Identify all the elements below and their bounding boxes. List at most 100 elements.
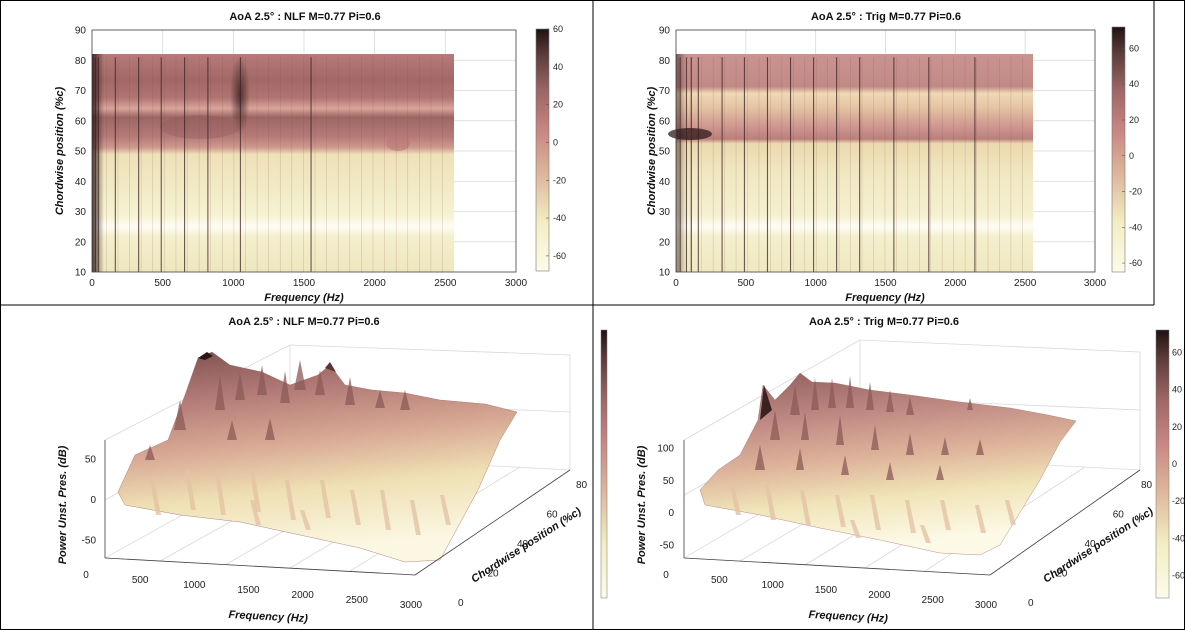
nlf-2d-x-label: Frequency (Hz) — [264, 292, 344, 304]
colorbar-tick-label: 0 — [1129, 151, 1134, 161]
y-tick-label: 30 — [75, 207, 87, 218]
surface-fold — [185, 470, 196, 510]
colorbar-tick-label: 0 — [553, 137, 558, 147]
trig-3d-z-ticks: -50 0 50 100 — [657, 444, 674, 552]
y-tick-label: 20 — [1056, 569, 1068, 580]
x-tick-label: 0 — [673, 278, 679, 289]
trig-2d-panel: AoA 2.5° : Trig M=0.77 Pi=0.6 0 500 1000 15… — [646, 11, 1142, 304]
y-tick-label: 80 — [659, 56, 671, 67]
y-tick-label: 60 — [659, 116, 671, 127]
surface-fold — [410, 500, 421, 535]
surface-fold — [300, 510, 311, 530]
trig-3d-ridges — [730, 376, 1016, 543]
y-tick-label: 50 — [659, 147, 671, 158]
x-tick-label: 2500 — [346, 595, 369, 606]
colorbar-tick-label: -40 — [1129, 222, 1142, 232]
y-tick-label: 30 — [659, 207, 671, 218]
colorbar-tick-label: 60 — [1129, 43, 1139, 53]
surface-peak — [841, 455, 849, 475]
surface-peak — [174, 400, 186, 430]
x-tick-label: 0 — [89, 278, 95, 289]
surface-peak — [967, 398, 973, 410]
z-tick-label: 0 — [668, 508, 674, 519]
trig-2d-colorbar — [1111, 26, 1126, 273]
nlf-2d-colorbar — [535, 28, 550, 272]
x-tick-label: 0 — [663, 570, 669, 581]
y-tick-label: 60 — [75, 116, 87, 127]
colorbar-tick-label: 40 — [553, 62, 563, 72]
surface-peak — [755, 445, 765, 470]
nlf-3d-y-ticks: 0 20 40 60 80 — [458, 480, 588, 609]
colorbar-tick-label: 60 — [553, 24, 563, 34]
x-tick-label: 1000 — [183, 580, 206, 591]
nlf-3d-panel: AoA 2.5° : NLF M=0.77 Pi=0.6 0 500 1000 150… — [57, 316, 608, 625]
y-tick-label: 40 — [517, 539, 529, 550]
surface-peak — [345, 377, 355, 405]
colorbar-tick-label: -60 — [1172, 571, 1185, 581]
y-tick-label: 10 — [659, 268, 671, 279]
x-tick-label: 2000 — [364, 278, 387, 289]
nlf-2d-x-ticks: 0 500 1000 1500 2000 2500 3000 — [89, 278, 527, 289]
surface-fold — [905, 500, 916, 533]
y-tick-label: 20 — [659, 237, 671, 248]
surface-fold — [870, 495, 881, 530]
nlf-3d-z-label: Power Unst. Pres. (dB) — [57, 445, 69, 564]
nlf-2d-panel: AoA 2.5° : NLF M=0.77 Pi=0.6 0 500 1000 150… — [54, 11, 566, 304]
surface-peak — [400, 390, 410, 410]
x-tick-label: 500 — [711, 575, 728, 586]
x-tick-label: 2500 — [1014, 278, 1037, 289]
x-tick-label: 0 — [83, 570, 89, 581]
surface-peak — [828, 378, 836, 408]
y-tick-label: 50 — [75, 147, 87, 158]
y-tick-label: 60 — [547, 510, 559, 521]
trig-3d-y-label: Chordwise position (%c) — [1041, 505, 1155, 585]
z-tick-label: -50 — [660, 541, 675, 552]
surface-peak — [235, 372, 245, 400]
surface-peak — [886, 462, 894, 480]
surface-peak — [866, 382, 874, 410]
x-tick-label: 500 — [132, 575, 149, 586]
x-tick-label: 2000 — [944, 278, 967, 289]
colorbar-tick-label: 40 — [1129, 79, 1139, 89]
trig-3d-title: AoA 2.5° : Trig M=0.77 Pi=0.6 — [809, 316, 959, 328]
z-tick-label: 50 — [85, 455, 97, 466]
y-tick-label: 0 — [458, 598, 464, 609]
z-tick-label: 50 — [663, 476, 675, 487]
surface-fold — [250, 500, 261, 525]
trig-2d-tonal-lines — [678, 57, 1023, 272]
y-tick-label: 80 — [576, 480, 588, 491]
nlf-3d-colorbar — [600, 329, 608, 599]
colorbar-tick-label: -60 — [553, 251, 566, 261]
x-tick-label: 500 — [154, 278, 171, 289]
nlf-3d-x-label: Frequency (Hz) — [228, 609, 308, 625]
surface-fold — [350, 490, 361, 525]
y-tick-label: 60 — [1113, 510, 1125, 521]
x-tick-label: 3000 — [505, 278, 528, 289]
y-tick-label: 90 — [75, 26, 87, 37]
surface-peak — [265, 418, 275, 440]
surface-peak — [790, 385, 800, 415]
surface-fold — [320, 480, 331, 518]
y-tick-label: 70 — [659, 86, 671, 97]
surface-peak — [315, 370, 325, 395]
surface-peak — [941, 437, 949, 455]
colorbar-tick-label: -20 — [1172, 496, 1185, 506]
nlf-3d-y-label: Chordwise position (%c) — [469, 505, 583, 585]
surface-fold — [835, 495, 846, 527]
surface-peak — [280, 371, 290, 403]
surface-peak — [796, 448, 804, 470]
z-tick-label: -50 — [82, 536, 97, 547]
surface-peak — [811, 378, 819, 410]
y-tick-label: 80 — [1141, 480, 1153, 491]
z-tick-label: 0 — [90, 495, 96, 506]
surface-fold — [975, 505, 986, 533]
surface-peak — [906, 397, 914, 415]
trig-2d-heatmap — [668, 54, 1033, 272]
surface-fold — [380, 490, 391, 530]
surface-peak — [257, 365, 267, 395]
surface-peak — [886, 390, 894, 412]
y-tick-label: 40 — [75, 177, 87, 188]
colorbar-tick-label: 20 — [1129, 115, 1139, 125]
surface-fold — [920, 525, 931, 543]
